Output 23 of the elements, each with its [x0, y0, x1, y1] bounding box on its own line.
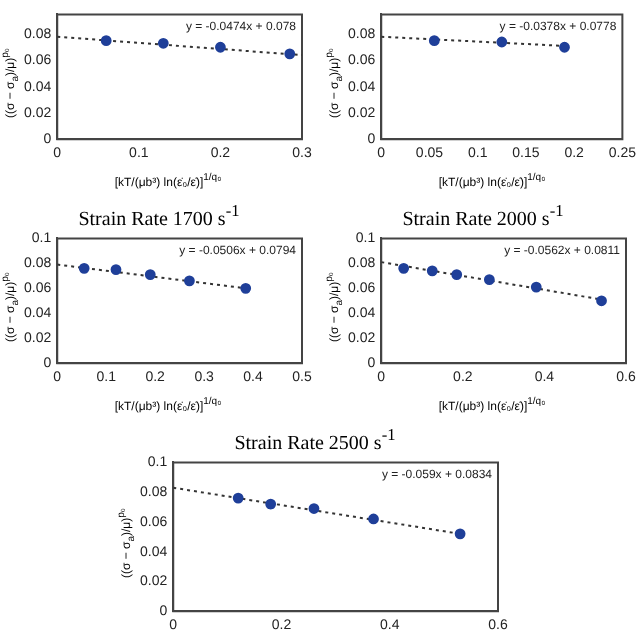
chart-title: Strain Rate 2000 s$^{-1}$ — [400, 200, 566, 231]
point — [78, 262, 90, 274]
point — [110, 264, 122, 275]
point — [451, 269, 463, 280]
point — [368, 513, 379, 525]
point — [308, 503, 320, 514]
point — [240, 282, 252, 294]
point — [215, 41, 226, 53]
point — [483, 274, 495, 285]
point — [157, 37, 169, 49]
chart-title: Strain Rate 1700 s$^{-1}$ — [76, 200, 242, 231]
point — [144, 269, 156, 280]
point — [426, 265, 438, 277]
point — [530, 281, 542, 293]
point — [232, 492, 244, 504]
point — [265, 498, 277, 510]
point — [398, 262, 410, 274]
point — [184, 275, 195, 287]
chart-title: Strain Rate 2500 s$^{-1}$ — [232, 424, 398, 455]
point — [100, 35, 112, 47]
point — [454, 528, 466, 540]
point — [284, 48, 296, 60]
point — [596, 295, 607, 307]
